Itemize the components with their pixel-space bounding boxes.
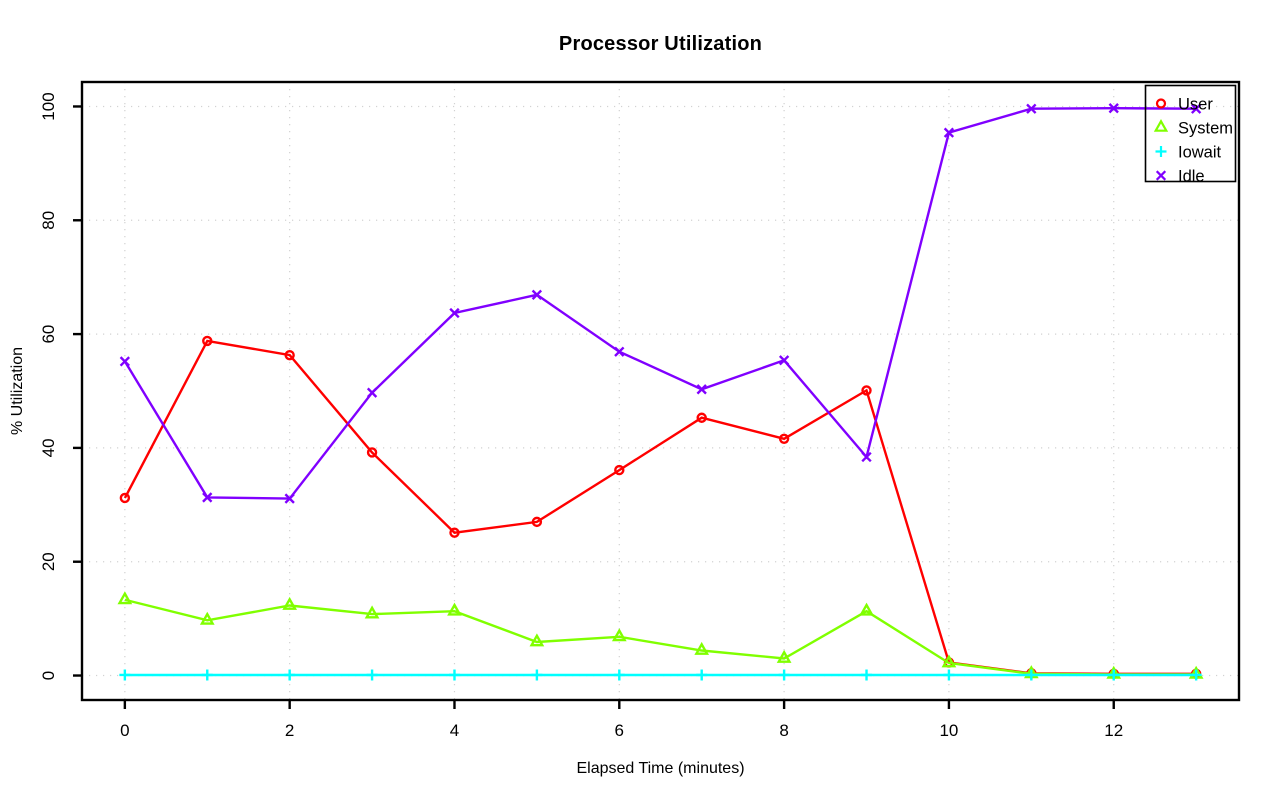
- x-tick-label: 10: [939, 721, 958, 740]
- series-user-circle-marker: [696, 412, 707, 423]
- series-idle-x-marker: [1026, 103, 1037, 114]
- legend-x-marker: [1155, 170, 1167, 181]
- series-idle-x-marker: [119, 356, 131, 367]
- y-tick-labels: 0 20 40 60 80 100: [39, 92, 58, 680]
- series-idle: [119, 103, 1202, 504]
- series-iowait-plus-marker: [284, 669, 296, 681]
- y-tick-label: 20: [39, 552, 58, 571]
- series-user-line: [123, 339, 1197, 675]
- y-tick-label: 40: [39, 438, 58, 457]
- series-iowait-plus-marker: [531, 669, 543, 681]
- series-system: [117, 591, 1204, 679]
- x-axis-label: Elapsed Time (minutes): [576, 760, 745, 777]
- legend-item-system: [1153, 119, 1169, 132]
- series-iowait: [119, 669, 1202, 681]
- series-system-triangle-marker: [199, 611, 215, 625]
- series-user: [119, 335, 1202, 680]
- x-tick-label: 8: [779, 721, 788, 740]
- series-iowait-plus-marker: [943, 669, 955, 681]
- series-idle-x-marker: [696, 384, 707, 395]
- series-user-circle-marker: [861, 385, 872, 396]
- series-user-circle-marker: [449, 527, 460, 538]
- series-iowait-plus-marker: [366, 669, 378, 681]
- series-idle-x-marker: [861, 451, 872, 463]
- y-tick-label: 0: [39, 671, 58, 680]
- series-system-triangle-marker: [611, 628, 627, 642]
- series-idle-x-marker: [284, 493, 295, 504]
- legend-label: User: [1178, 96, 1213, 114]
- legend-item-iowait: [1155, 146, 1167, 157]
- y-tick-label: 80: [39, 211, 58, 230]
- series-system-triangle-marker: [941, 654, 957, 668]
- x-tick-label: 12: [1104, 721, 1123, 740]
- legend-item-idle: [1155, 170, 1167, 181]
- series-idle-x-marker: [778, 355, 790, 366]
- series-idle-x-marker: [366, 387, 378, 398]
- y-tick-label: 60: [39, 325, 58, 344]
- series-system-triangle-marker: [117, 591, 133, 605]
- series-user-circle-marker: [531, 516, 543, 528]
- legend-box: [1144, 84, 1237, 183]
- series-system-triangle-marker: [776, 649, 792, 663]
- series-idle-x-marker: [943, 127, 955, 138]
- series-iowait-plus-marker: [696, 669, 708, 681]
- axes: [73, 80, 1241, 709]
- series-system-line: [124, 598, 1197, 676]
- series-iowait-plus-marker: [861, 669, 873, 681]
- series-user-circle-marker: [202, 335, 213, 347]
- series-user-circle-marker: [366, 447, 378, 458]
- series-system-triangle-marker: [859, 602, 874, 616]
- legend-circle-marker: [1155, 98, 1167, 109]
- series-system-triangle-marker: [447, 602, 462, 616]
- x-tick-label: 0: [120, 721, 129, 740]
- x-tick-label: 2: [285, 721, 294, 740]
- y-tick-label: 100: [39, 92, 58, 120]
- series-idle-x-marker: [449, 307, 460, 319]
- series-user-circle-marker: [119, 492, 131, 504]
- series-iowait-plus-marker: [778, 669, 790, 681]
- series-iowait-plus-marker: [613, 669, 625, 681]
- chart-title: Processor Utilization: [558, 33, 763, 55]
- x-tick-label: 4: [450, 721, 459, 740]
- series-idle-x-marker: [1191, 103, 1202, 114]
- legend: User System Iowait Idle: [1144, 84, 1237, 186]
- gridlines: [82, 82, 1239, 700]
- series-system-triangle-marker: [694, 641, 710, 655]
- series-idle-x-marker: [202, 492, 213, 503]
- series-system-triangle-marker: [364, 605, 380, 619]
- series-iowait-plus-marker: [201, 669, 213, 681]
- plot-border: [80, 80, 1241, 702]
- legend-label: System: [1178, 120, 1233, 138]
- legend-triangle-marker: [1153, 119, 1169, 132]
- series-iowait-plus-marker: [1025, 669, 1037, 681]
- x-tick-labels: 0 2 4 6 8 10 12: [120, 721, 1123, 740]
- legend-plus-marker: [1155, 146, 1167, 157]
- x-tick-label: 6: [615, 721, 624, 740]
- series-iowait-plus-marker: [448, 669, 460, 681]
- legend-label: Idle: [1178, 168, 1205, 186]
- series-iowait-plus-marker: [119, 669, 131, 681]
- series-user-circle-marker: [778, 433, 790, 445]
- legend-item-user: [1155, 98, 1167, 109]
- series-idle-line: [123, 106, 1197, 500]
- series-system-triangle-marker: [282, 596, 298, 610]
- series-iowait-plus-marker: [1108, 669, 1120, 681]
- series-idle-x-marker: [1108, 103, 1119, 114]
- series-iowait-plus-marker: [1190, 669, 1202, 681]
- series-idle-x-marker: [614, 346, 625, 357]
- series-system-triangle-marker: [529, 633, 545, 647]
- series-user-circle-marker: [614, 464, 625, 476]
- y-axis-label: % Utilization: [9, 346, 26, 436]
- legend-label: Iowait: [1178, 144, 1222, 162]
- series-idle-x-marker: [531, 289, 543, 300]
- series-user-circle-marker: [284, 349, 295, 361]
